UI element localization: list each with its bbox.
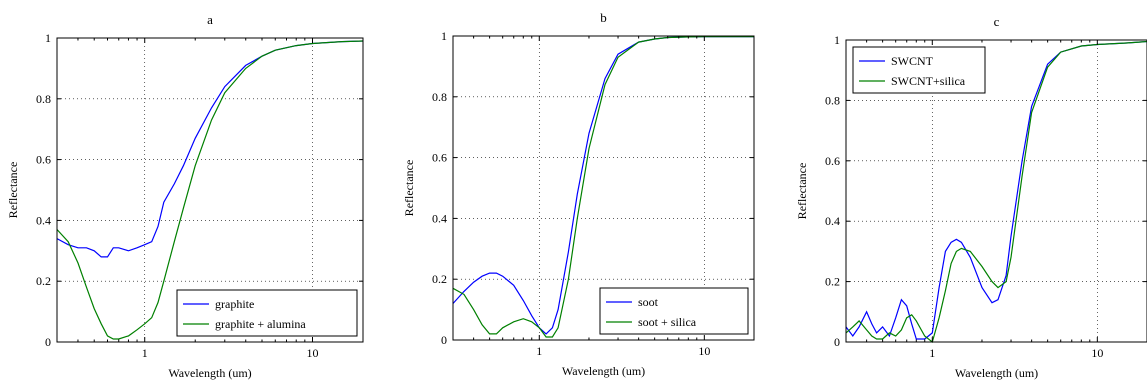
chart-panel-c: 0 0.2 0.4 0.6 0.8 1 1 10 c Wavelength (um) Reflect… bbox=[795, 14, 1147, 380]
axes-box bbox=[452, 35, 755, 341]
y-tick-label: 0.6 bbox=[36, 153, 51, 167]
legend-box bbox=[599, 287, 749, 335]
y-tick-label: 0 bbox=[834, 335, 840, 349]
x-tick-label: 10 bbox=[1091, 346, 1103, 360]
y-axis-label: Reflectance bbox=[402, 160, 416, 217]
y-tick-label: 0.4 bbox=[432, 211, 447, 225]
y-axis-label: Reflectance bbox=[795, 163, 809, 220]
y-tick-label: 1 bbox=[45, 31, 51, 45]
y-tick-label: 0.6 bbox=[432, 151, 447, 165]
y-tick-label: 0.4 bbox=[36, 213, 51, 227]
legend-box bbox=[176, 289, 358, 337]
series-line-1 bbox=[845, 40, 1147, 344]
legend: graphite graphite + alumina bbox=[176, 289, 358, 337]
y-tick-label: 0.2 bbox=[825, 275, 840, 289]
legend-box bbox=[852, 46, 986, 94]
legend-entry-0: soot bbox=[638, 295, 659, 309]
x-axis-label: Wavelength (um) bbox=[168, 366, 251, 380]
y-tick-label: 1 bbox=[441, 29, 447, 43]
x-tick-label: 10 bbox=[698, 344, 710, 358]
chart-title: c bbox=[994, 14, 1000, 29]
y-tick-label: 0.2 bbox=[36, 274, 51, 288]
chart-panel-b: 0 0.2 0.4 0.6 0.8 1 1 10 b Wavelength (um) Reflect… bbox=[402, 10, 755, 378]
series-line-1 bbox=[56, 40, 364, 340]
x-axis-label: Wavelength (um) bbox=[955, 366, 1038, 380]
y-tick-label: 0 bbox=[441, 333, 447, 347]
chart-title: a bbox=[207, 12, 213, 27]
x-axis-label: Wavelength (um) bbox=[562, 364, 645, 378]
y-tick-label: 0.2 bbox=[432, 272, 447, 286]
x-tick-label: 10 bbox=[306, 346, 318, 360]
axes-box bbox=[845, 39, 1147, 343]
series-line-1 bbox=[452, 35, 754, 338]
x-tick-label: 1 bbox=[536, 344, 542, 358]
x-tick-label: 1 bbox=[142, 346, 148, 360]
legend-entry-0: SWCNT bbox=[891, 54, 934, 68]
y-tick-label: 0.4 bbox=[825, 214, 840, 228]
y-tick-label: 1 bbox=[834, 33, 840, 47]
y-axis-label: Reflectance bbox=[6, 162, 20, 219]
chart-panel-a: 0 0.2 0.4 0.6 0.8 1 1 10 a Wavelength (um) Reflect… bbox=[6, 12, 364, 380]
y-tick-label: 0.6 bbox=[825, 154, 840, 168]
y-tick-label: 0.8 bbox=[36, 92, 51, 106]
legend: soot soot + silica bbox=[599, 287, 749, 335]
chart-title: b bbox=[600, 10, 607, 25]
legend: SWCNT SWCNT+silica bbox=[852, 46, 986, 94]
y-tick-label: 0 bbox=[45, 335, 51, 349]
series-line-0 bbox=[845, 40, 1147, 340]
legend-entry-0: graphite bbox=[215, 297, 254, 311]
y-tick-label: 0.8 bbox=[825, 93, 840, 107]
x-tick-label: 1 bbox=[929, 346, 935, 360]
legend-entry-1: soot + silica bbox=[638, 315, 697, 329]
legend-entry-1: SWCNT+silica bbox=[891, 74, 966, 88]
legend-entry-1: graphite + alumina bbox=[215, 317, 306, 331]
axes-box bbox=[56, 37, 364, 343]
y-tick-label: 0.8 bbox=[432, 90, 447, 104]
